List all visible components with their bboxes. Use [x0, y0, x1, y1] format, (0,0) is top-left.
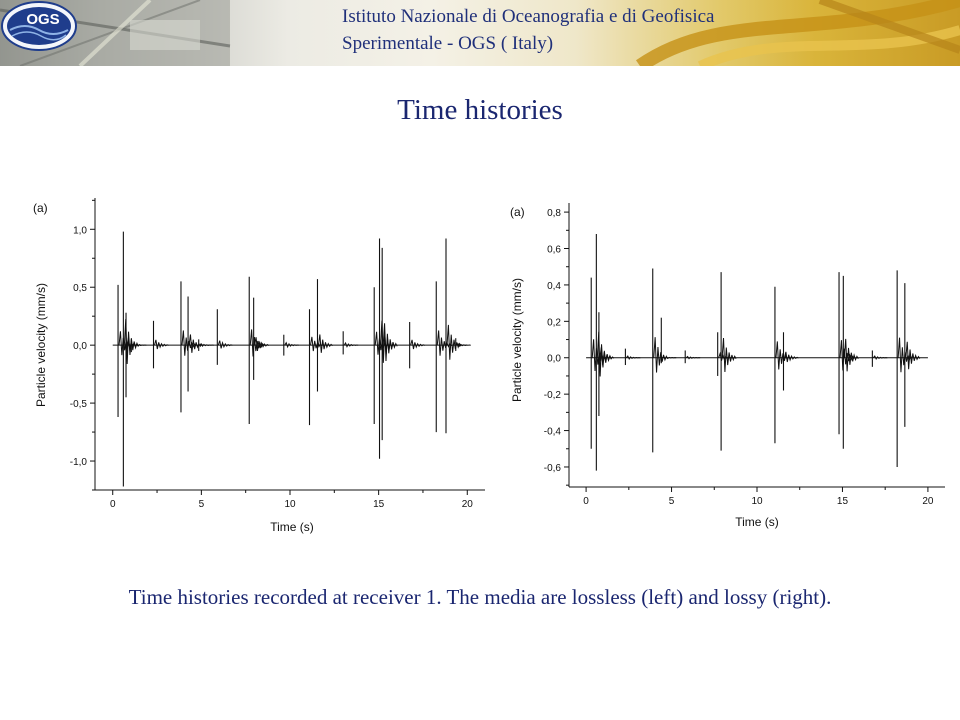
y-tick-label: 0,0 [547, 354, 561, 365]
x-tick-label: 15 [837, 496, 849, 507]
trace-coda [784, 351, 799, 363]
panel-label: (a) [510, 205, 525, 219]
x-tick-label: 20 [922, 496, 934, 507]
trace-coda [199, 343, 214, 347]
logo-text: OGS [26, 11, 59, 28]
y-tick-label: 0,2 [547, 317, 561, 328]
trace-coda [343, 341, 359, 348]
trace-group [112, 231, 471, 487]
y-tick-label: 0,0 [73, 341, 87, 352]
trace-coda [843, 338, 859, 372]
x-tick-label: 5 [199, 499, 205, 510]
trace-coda [839, 340, 855, 371]
institute-name-line2: Sperimentale - OGS ( Italy) [342, 33, 554, 54]
trace-coda [249, 329, 265, 357]
x-tick-label: 0 [583, 496, 589, 507]
x-tick-label: 15 [373, 499, 385, 510]
x-axis-title: Time (s) [735, 515, 779, 529]
x-tick-label: 10 [284, 499, 296, 510]
trace-coda [217, 340, 233, 349]
trace-coda [181, 330, 197, 356]
y-tick-label: 0,4 [547, 281, 561, 292]
trace-coda [721, 337, 737, 372]
trace-coda [905, 341, 921, 370]
y-tick-label: 1,0 [73, 225, 87, 236]
axes: 1,0 0,5 0,0 -0,5 -1,0 0 5 10 15 20 [70, 198, 485, 510]
y-axis-title: Particle velocity (mm/s) [510, 278, 524, 402]
x-axis-title: Time (s) [270, 520, 314, 534]
panel-label: (a) [33, 201, 48, 215]
trace-coda [872, 355, 888, 360]
trace-coda [317, 334, 333, 353]
y-tick-label: 0,6 [547, 245, 561, 256]
ogs-logo: OGS [1, 1, 77, 51]
y-tick-label: -0,2 [544, 390, 562, 401]
x-tick-label: 20 [462, 499, 474, 510]
trace-group [586, 233, 928, 471]
y-tick-label: 0,5 [73, 283, 87, 294]
trace-coda [661, 355, 677, 360]
trace-coda [131, 343, 147, 347]
y-tick-label: -0,4 [544, 427, 562, 438]
header-banner: OGS Istituto Nazionale di Oceanografia e… [0, 0, 960, 66]
y-tick-label: -1,0 [70, 457, 88, 468]
trace-coda [599, 347, 615, 366]
slide-title: Time histories [397, 94, 563, 126]
y-tick-label: 0,8 [547, 208, 561, 219]
trace-coda [188, 334, 204, 353]
y-tick-label: -0,6 [544, 463, 562, 474]
y-axis-title: Particle velocity (mm/s) [34, 283, 48, 407]
trace-coda [254, 337, 269, 351]
figure-caption: Time histories recorded at receiver 1. T… [128, 585, 832, 609]
x-tick-label: 0 [110, 499, 116, 510]
x-tick-label: 5 [669, 496, 675, 507]
trace-coda [410, 339, 425, 350]
axes: 0,8 0,6 0,4 0,2 0,0 -0,2 -0,4 -0,6 0 5 10 15 20 [544, 203, 945, 507]
trace-coda [154, 339, 169, 350]
trace-coda [626, 355, 641, 360]
y-tick-label: -0,5 [70, 399, 88, 410]
institute-name-line1: Istituto Nazionale di Oceanografia e di … [342, 6, 715, 27]
trace-coda [446, 324, 462, 360]
trace-coda [382, 323, 398, 361]
trace-coda [456, 343, 471, 347]
trace-coda [284, 341, 299, 349]
trace-coda [685, 355, 701, 360]
x-tick-label: 10 [751, 496, 763, 507]
